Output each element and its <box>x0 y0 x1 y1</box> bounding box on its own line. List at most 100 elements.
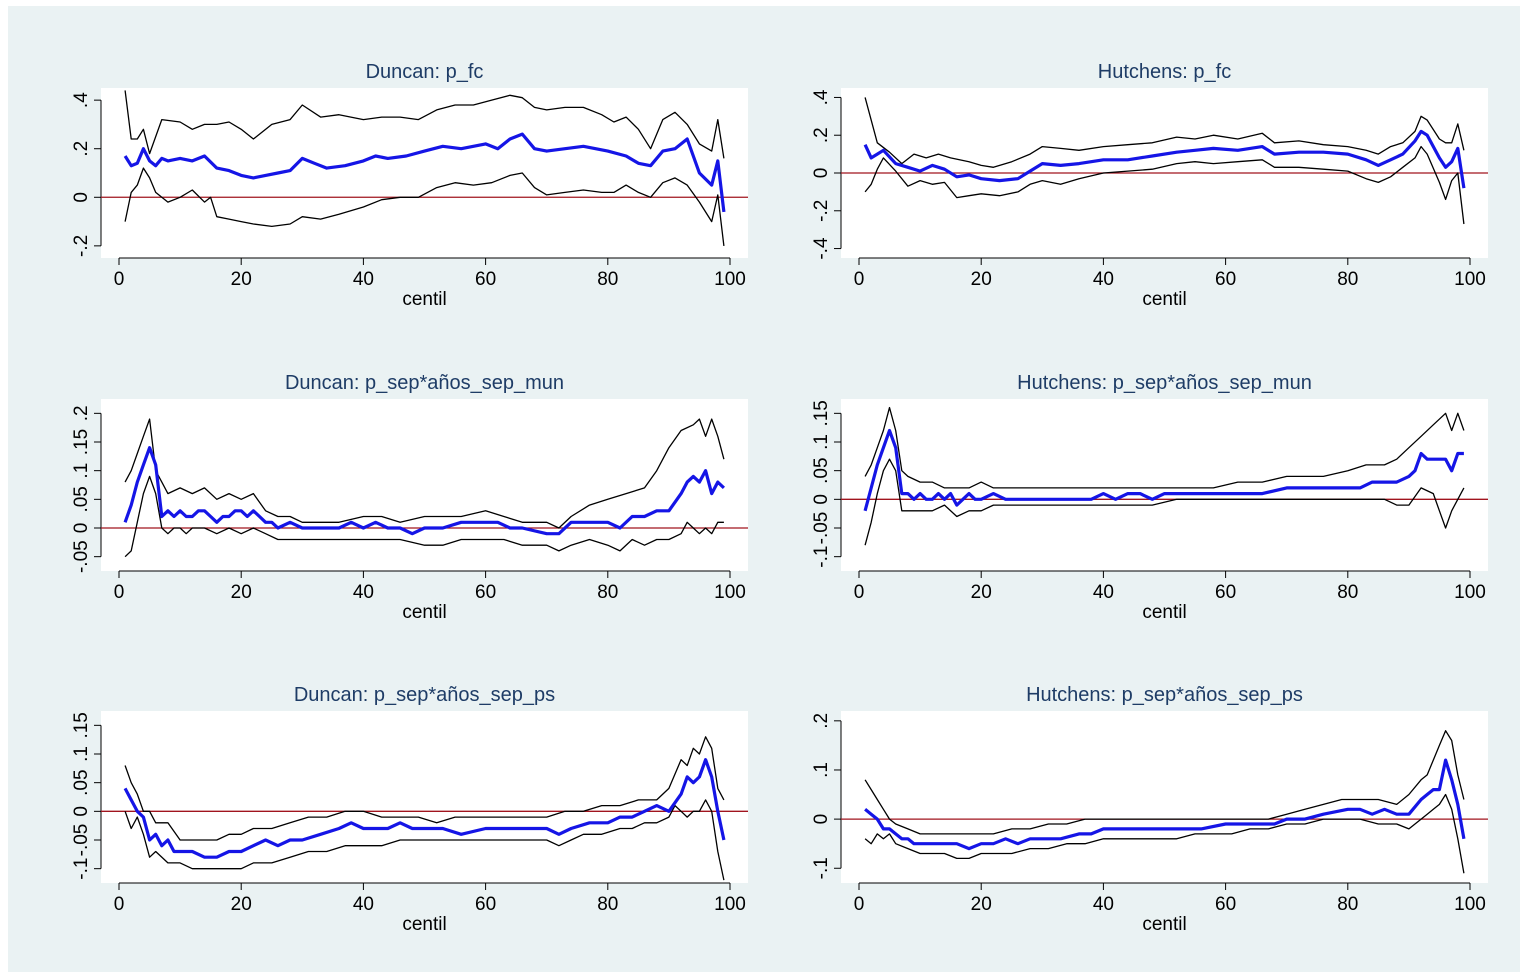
x-tick-label: 0 <box>854 894 865 915</box>
x-tick-label: 20 <box>231 269 252 290</box>
x-tick-label: 20 <box>971 269 992 290</box>
x-tick-label: 100 <box>1454 582 1486 603</box>
x-tick-label: 60 <box>475 894 496 915</box>
series-line-estimate <box>863 129 1466 189</box>
x-tick-label: 40 <box>353 582 374 603</box>
x-tick-label: 20 <box>971 894 992 915</box>
y-tick-label: .2 <box>71 141 92 157</box>
x-tick-label: 100 <box>714 582 746 603</box>
x-tick-label: 100 <box>1454 894 1486 915</box>
x-tick-label: 80 <box>597 894 618 915</box>
series-line-lower-bound <box>124 167 725 246</box>
panel-title: Hutchens: p_sep*años_sep_mun <box>1017 372 1312 394</box>
y-tick-label: .4 <box>811 89 832 105</box>
series-line-estimate <box>863 428 1464 512</box>
y-tick-label: 0 <box>71 192 92 203</box>
y-tick-label: .1 <box>71 463 92 479</box>
x-axis-title: centil <box>402 914 446 935</box>
x-tick-label: 0 <box>854 269 865 290</box>
series-line-upper-bound <box>124 736 725 841</box>
panel-title: Hutchens: p_fc <box>1098 61 1231 83</box>
y-tick-label: -.1 <box>811 857 832 879</box>
x-tick-label: 20 <box>231 582 252 603</box>
y-tick-label: .2 <box>811 713 832 729</box>
panel-hutchens-sep-ps: Hutchens: p_sep*años_sep_ps -.1 0 .1 .2 0 20 40… <box>811 684 1488 935</box>
y-tick-label: -.1 <box>71 858 92 880</box>
y-tick-label: -.1 <box>811 546 832 568</box>
x-tick-label: 0 <box>114 269 125 290</box>
y-tick-label: .1 <box>71 746 92 762</box>
series-line-lower-bound <box>864 793 1465 874</box>
y-tick-label: .2 <box>811 127 832 143</box>
panel-title: Duncan: p_sep*años_sep_ps <box>294 684 555 706</box>
panel-duncan-pfc: Duncan: p_fc -.2 0 .2 .4 0 20 40 60 80 100 centil <box>71 61 748 310</box>
combined-graph: Duncan: p_fc -.2 0 .2 .4 0 20 40 60 80 100 centil Hu… <box>8 6 1520 972</box>
x-tick-label: 100 <box>714 269 746 290</box>
y-tick-label: -.2 <box>71 235 92 257</box>
x-tick-label: 80 <box>1337 269 1358 290</box>
plot-area <box>841 399 1488 571</box>
panel-title: Hutchens: p_sep*años_sep_ps <box>1026 684 1303 706</box>
y-tick-label: .15 <box>811 400 832 426</box>
series-line-lower-bound <box>864 458 1465 546</box>
x-tick-label: 40 <box>353 894 374 915</box>
panel-title: Duncan: p_fc <box>366 61 484 83</box>
panel-duncan-sep-ps: Duncan: p_sep*años_sep_ps -.1-.05 0 .05 .1 .1… <box>71 684 748 935</box>
series-line-lower-bound <box>864 145 1465 225</box>
series-line-upper-bound <box>864 406 1465 489</box>
x-tick-label: 100 <box>1454 269 1486 290</box>
series-line-upper-bound <box>864 730 1465 835</box>
x-tick-label: 20 <box>231 894 252 915</box>
x-tick-label: 0 <box>114 582 125 603</box>
x-axis-title: centil <box>402 602 446 623</box>
x-tick-label: 40 <box>353 269 374 290</box>
y-tick-label: -.05 <box>71 540 92 573</box>
y-tick-label: .15 <box>71 712 92 738</box>
y-tick-label: 0 <box>811 494 832 505</box>
y-tick-label: .4 <box>71 92 92 108</box>
y-tick-label: .1 <box>811 762 832 778</box>
y-tick-label: .05 <box>71 769 92 795</box>
series-line-estimate <box>123 446 726 536</box>
panel-duncan-sep-mun: Duncan: p_sep*años_sep_mun -.05 0 .05 .1 .15.… <box>71 372 748 623</box>
x-axis-title: centil <box>1142 914 1186 935</box>
x-tick-label: 40 <box>1093 582 1114 603</box>
x-tick-label: 80 <box>597 269 618 290</box>
panel-hutchens-sep-mun: Hutchens: p_sep*años_sep_mun -.1-.05 0 .05.… <box>811 372 1488 623</box>
x-tick-label: 60 <box>1215 894 1236 915</box>
x-tick-label: 0 <box>114 894 125 915</box>
x-tick-label: 60 <box>475 269 496 290</box>
series-line-upper-bound <box>124 418 725 529</box>
series-line-estimate <box>123 132 726 213</box>
y-tick-label: -.4 <box>811 237 832 260</box>
x-tick-label: 80 <box>1337 582 1358 603</box>
chart-svg: Duncan: p_fc -.2 0 .2 .4 0 20 40 60 80 100 centil Hu… <box>71 61 1488 935</box>
x-tick-label: 0 <box>854 582 865 603</box>
plot-area <box>101 711 748 883</box>
x-axis-title: centil <box>1142 289 1186 310</box>
plot-area <box>841 711 1488 883</box>
x-tick-label: 80 <box>1337 894 1358 915</box>
y-tick-label: .15 <box>71 429 92 455</box>
y-tick-label: .05 <box>811 457 832 483</box>
y-tick-label: 0 <box>71 806 92 817</box>
y-tick-label: 0 <box>71 523 92 534</box>
x-tick-label: 60 <box>1215 582 1236 603</box>
series-line-estimate <box>123 758 726 859</box>
x-axis-title: centil <box>1142 602 1186 623</box>
y-tick-label: .2 <box>71 405 92 421</box>
x-tick-label: 20 <box>971 582 992 603</box>
y-tick-label: 0 <box>811 168 832 179</box>
y-tick-label: -.2 <box>811 200 832 222</box>
x-tick-label: 100 <box>714 894 746 915</box>
y-tick-label: .1 <box>811 434 832 450</box>
x-tick-label: 40 <box>1093 894 1114 915</box>
x-tick-label: 60 <box>1215 269 1236 290</box>
panel-hutchens-pfc: Hutchens: p_fc -.4 -.2 0 .2 .4 0 20 40 60 80 100 cen… <box>811 61 1488 310</box>
series-line-upper-bound <box>864 97 1465 168</box>
y-tick-label: .05 <box>71 486 92 512</box>
x-tick-label: 60 <box>475 582 496 603</box>
x-tick-label: 80 <box>597 582 618 603</box>
series-line-lower-bound <box>124 799 725 881</box>
panel-title: Duncan: p_sep*años_sep_mun <box>285 372 564 394</box>
